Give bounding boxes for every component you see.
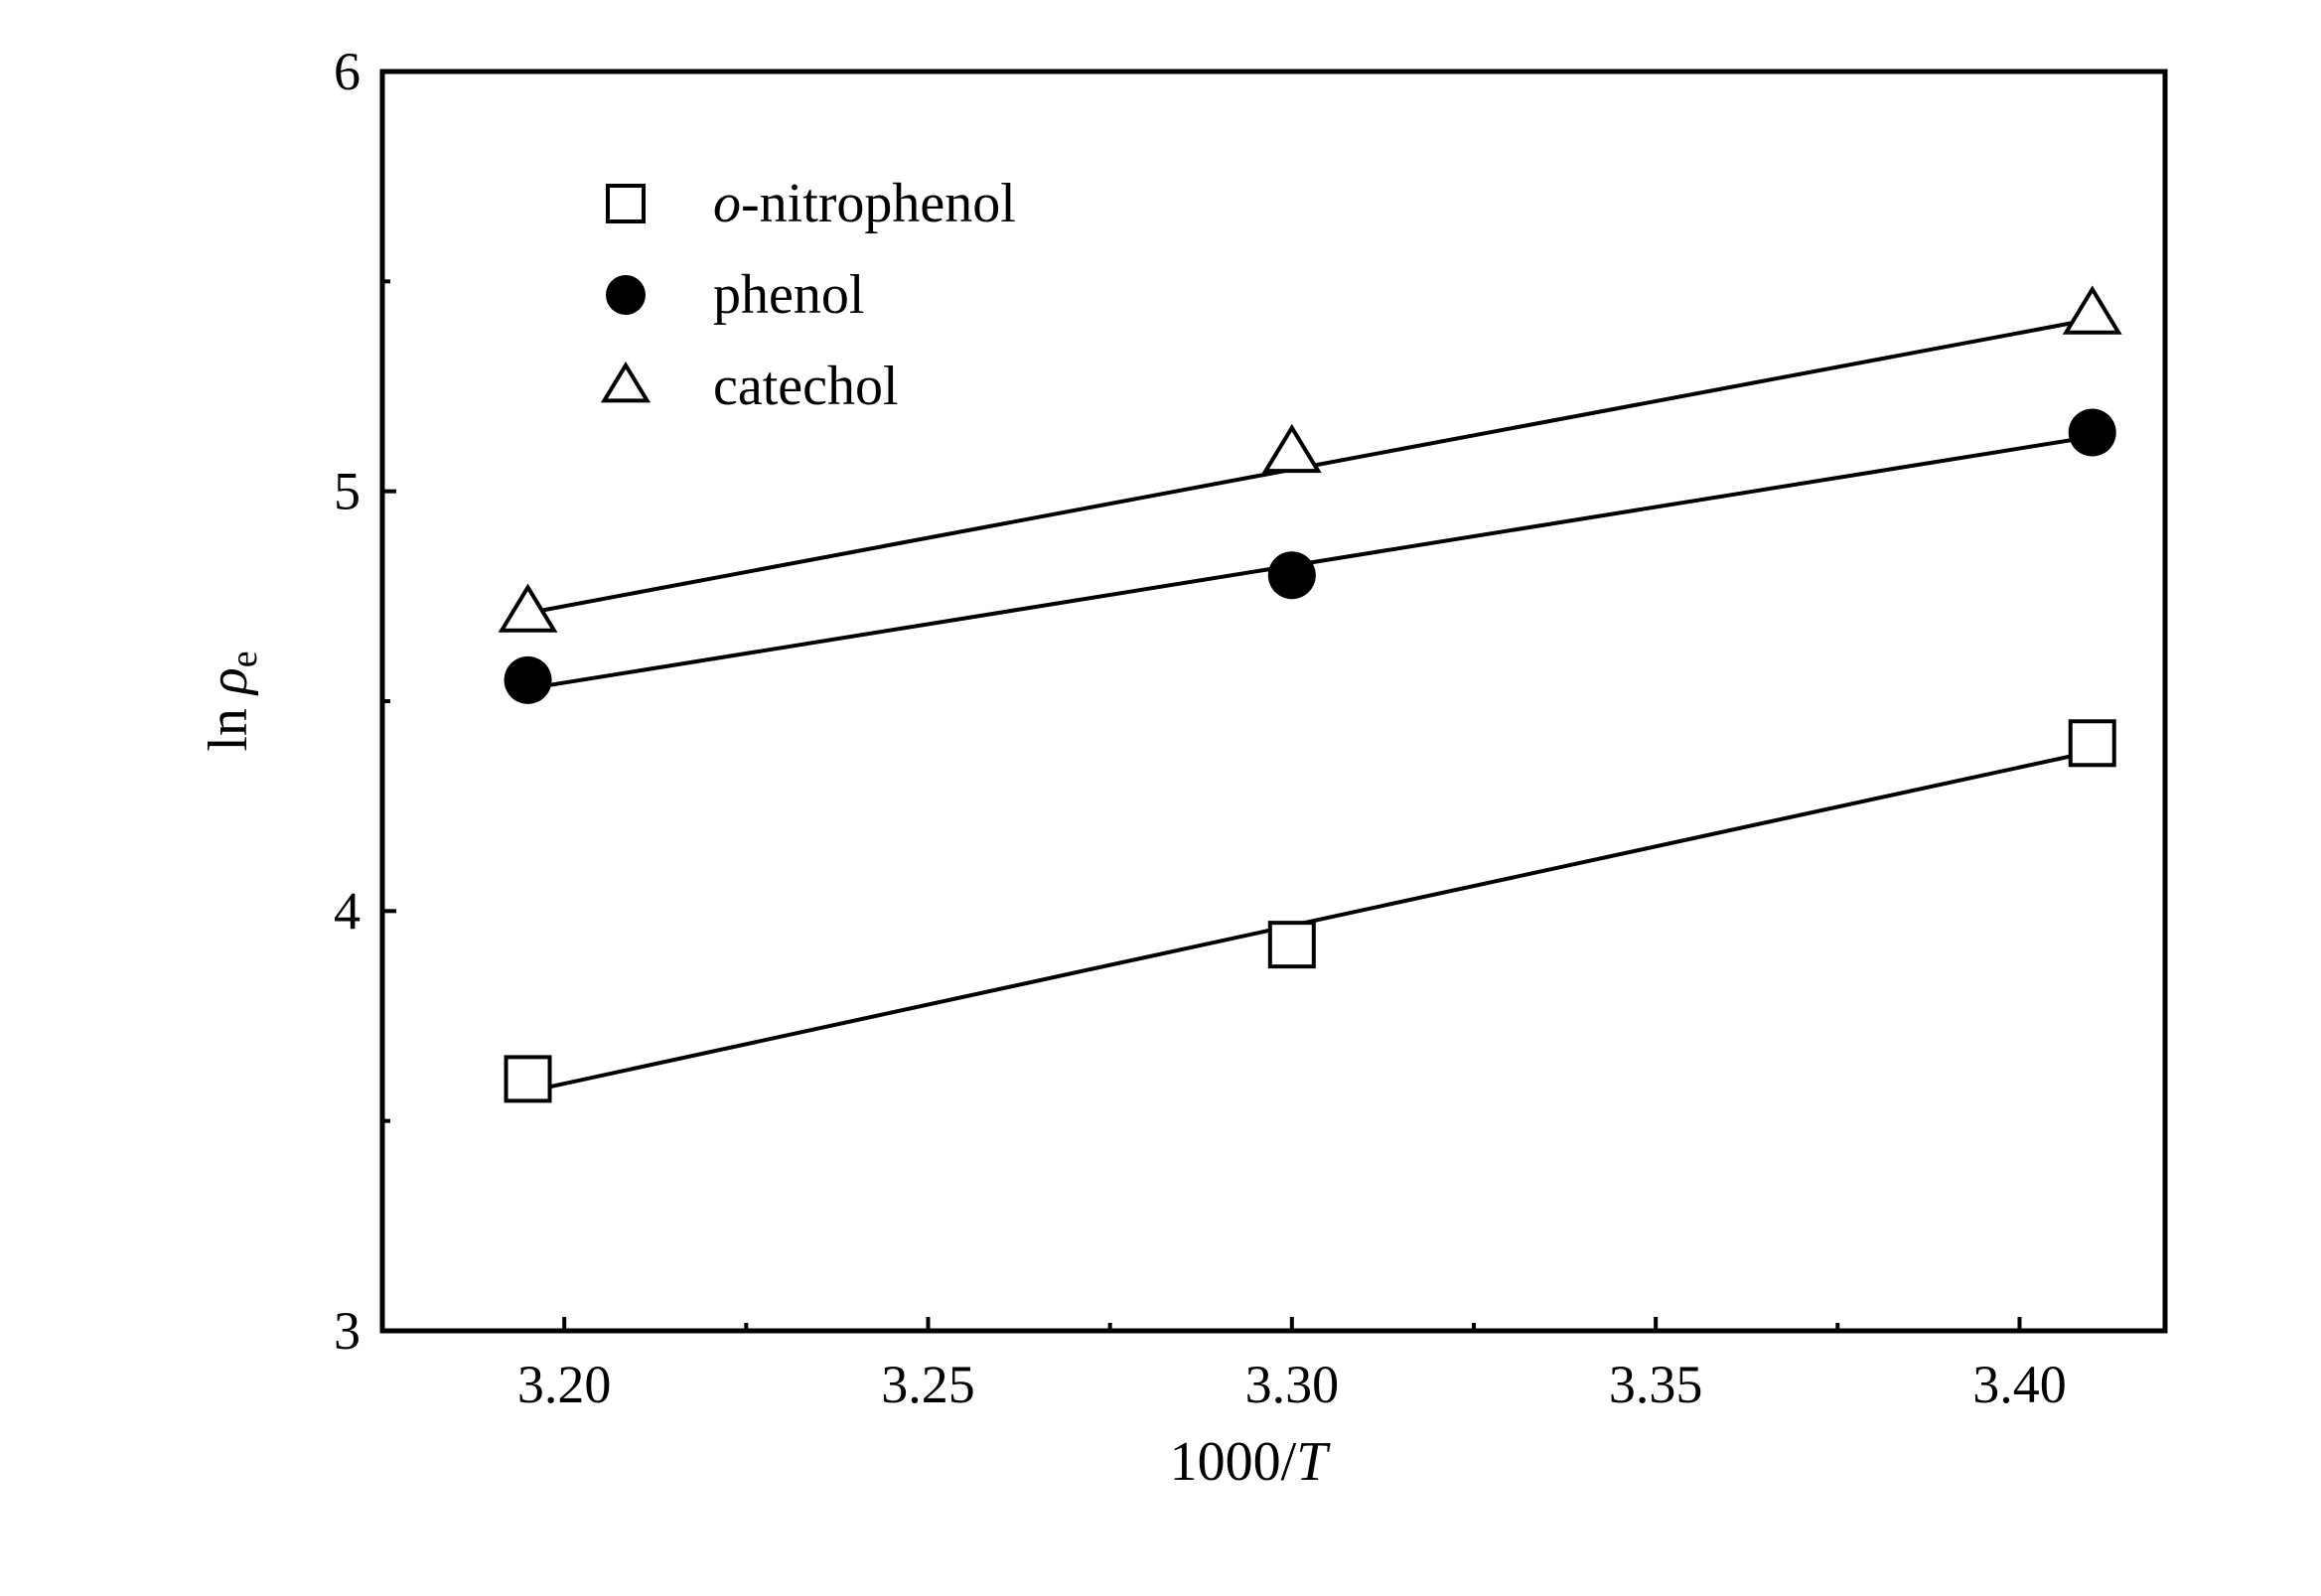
y-tick-label: 5 [334,462,361,521]
legend-marker [600,361,652,403]
data-point [504,655,552,704]
data-markers [498,285,2122,1103]
legend-label: o-nitrophenol [713,173,1016,234]
legend-label: phenol [713,264,864,326]
legend-marker [606,184,646,223]
data-point [1267,921,1316,969]
x-tick-label: 3.20 [517,1355,612,1414]
data-point [2062,285,2122,335]
legend-marker [606,275,646,315]
fit-lines [527,317,2094,1094]
y-tick-label: 3 [334,1301,361,1361]
data-point [2068,408,2116,457]
plot-frame [379,69,2168,1334]
x-tick-label: 3.40 [1972,1355,2067,1414]
data-point [1261,423,1322,474]
legend: o-nitrophenol phenol catechol [600,173,1016,417]
data-point [498,583,558,633]
data-point [1267,551,1316,600]
x-tick-label: 3.35 [1609,1355,1703,1414]
data-point [504,1055,552,1103]
data-point [2068,719,2116,768]
axis-ticks [382,70,2022,1333]
y-tick-label: 6 [334,42,361,101]
y-axis-title: ln ρe [198,651,265,751]
x-tick-label: 3.30 [1245,1355,1340,1414]
y-tick-label: 4 [334,881,361,941]
x-axis-title: 1000/T [1170,1431,1332,1493]
x-tick-label: 3.25 [881,1355,975,1414]
axis-tick-labels: 3.20 3.25 3.30 3.35 3.40 3 4 5 6 [334,42,2067,1414]
legend-label: catechol [713,356,899,417]
